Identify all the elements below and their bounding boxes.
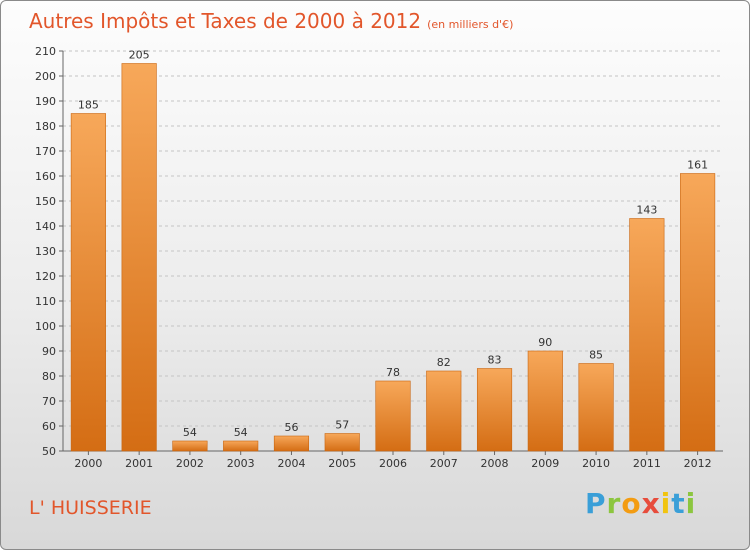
y-tick-label: 100 [35, 320, 56, 333]
x-tick-label: 2012 [684, 457, 712, 470]
y-tick-label: 50 [42, 445, 56, 458]
bar-value-label: 85 [589, 349, 603, 362]
y-tick-label: 110 [35, 295, 56, 308]
y-tick-label: 150 [35, 195, 56, 208]
y-tick-label: 70 [42, 395, 56, 408]
bar-value-label: 57 [335, 419, 349, 432]
bar-value-label: 83 [488, 354, 502, 367]
logo-letter: x [641, 487, 661, 520]
x-tick-label: 2003 [227, 457, 255, 470]
bar-value-label: 54 [234, 426, 248, 439]
bar-2005 [324, 433, 360, 452]
bar-value-label: 143 [636, 204, 657, 217]
x-tick-label: 2008 [481, 457, 509, 470]
bar-2006 [375, 380, 411, 452]
bar-2008 [476, 368, 513, 452]
y-tick-label: 120 [35, 270, 56, 283]
x-tick-label: 2001 [125, 457, 153, 470]
x-tick-label: 2011 [633, 457, 661, 470]
bar-value-label: 54 [183, 426, 197, 439]
logo-letter: t [671, 487, 686, 520]
x-tick-label: 2002 [176, 457, 204, 470]
x-tick-label: 2000 [74, 457, 102, 470]
chart-title-text: Autres Impôts et Taxes de 2000 à 2012 [29, 9, 422, 33]
logo-letter: i [660, 487, 672, 520]
logo-letter: P [585, 487, 607, 520]
chart-subtitle: (en milliers d'€) [427, 18, 514, 31]
y-tick-label: 200 [35, 70, 56, 83]
bar-value-label: 82 [437, 356, 451, 369]
bar-2011 [629, 218, 665, 452]
bar-value-label: 90 [538, 336, 552, 349]
bar-2012 [680, 173, 716, 452]
x-tick-label: 2010 [582, 457, 610, 470]
bar-value-label: 56 [284, 421, 298, 434]
y-tick-label: 160 [35, 170, 56, 183]
y-tick-label: 210 [35, 45, 56, 58]
bar-value-label: 205 [129, 49, 150, 62]
bar-2001 [121, 63, 157, 452]
label-layer: 50 60 70 80 90 100 110 120 130 140 150 160 170 180 190… [35, 45, 712, 470]
y-tick-label: 140 [35, 220, 56, 233]
bar-2000 [70, 113, 106, 452]
bar-value-label: 78 [386, 366, 400, 379]
bar-2007 [426, 370, 462, 452]
bar-2010 [578, 363, 614, 452]
y-tick-label: 60 [42, 420, 56, 433]
bar-2002 [172, 440, 208, 452]
bar-value-label: 185 [78, 99, 99, 112]
bar-2003 [223, 440, 259, 452]
logo-letter: i [685, 487, 697, 520]
proxiti-logo: Proxiti [585, 487, 696, 520]
bar-value-label: 161 [687, 159, 708, 172]
bar-2009 [527, 350, 563, 452]
bar-2004 [273, 435, 310, 452]
x-tick-label: 2007 [430, 457, 458, 470]
bar-layer [70, 63, 716, 452]
location-label: L' HUISSERIE [29, 497, 152, 519]
y-tick-label: 80 [42, 370, 56, 383]
x-tick-label: 2005 [328, 457, 356, 470]
y-tick-label: 90 [42, 345, 56, 358]
y-tick-label: 180 [35, 120, 56, 133]
y-tick-label: 170 [35, 145, 56, 158]
y-tick-label: 130 [35, 245, 56, 258]
logo-letter: r [606, 487, 622, 520]
logo-letter: o [621, 487, 642, 520]
x-tick-label: 2006 [379, 457, 407, 470]
x-tick-label: 2009 [531, 457, 559, 470]
y-tick-label: 190 [35, 95, 56, 108]
x-tick-label: 2004 [277, 457, 305, 470]
chart-title: Autres Impôts et Taxes de 2000 à 2012 (en… [29, 9, 513, 33]
